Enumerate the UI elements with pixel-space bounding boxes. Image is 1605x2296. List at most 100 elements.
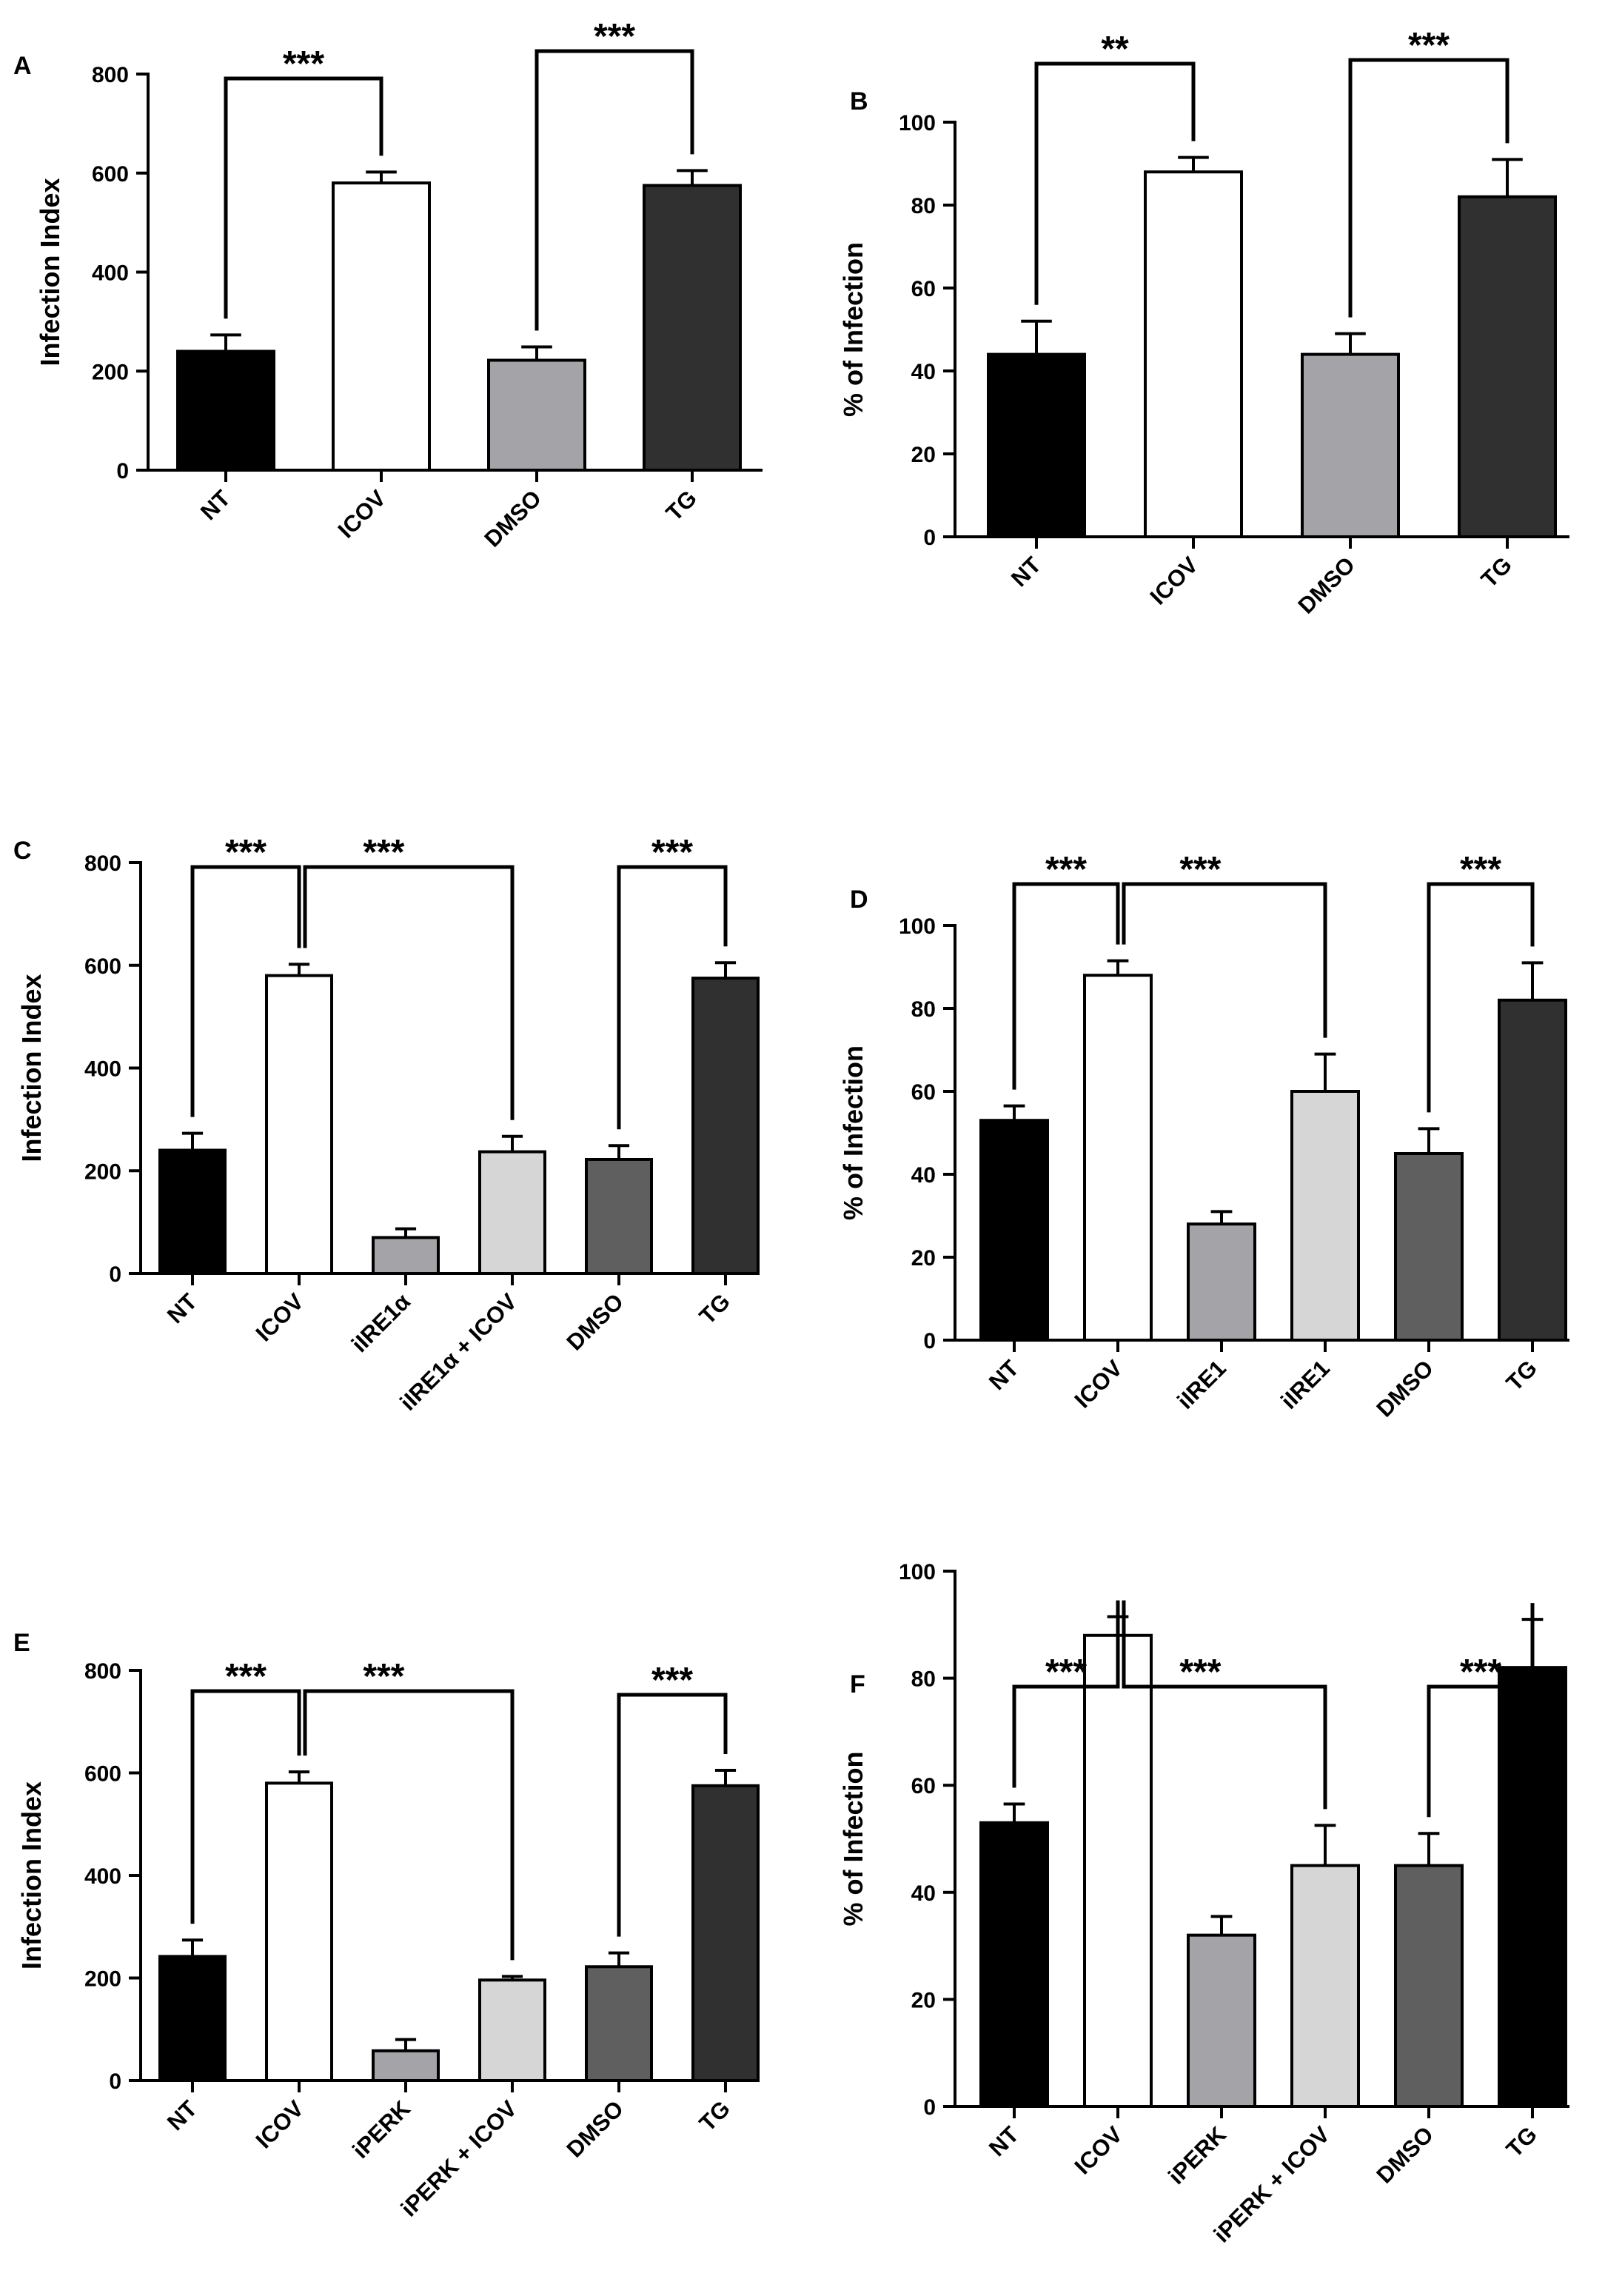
bar-iire1 <box>372 1236 440 1275</box>
y-tick-label: 600 <box>84 1762 121 1787</box>
y-tick-label: 20 <box>911 1988 936 2012</box>
bar-icov <box>1083 1633 1153 2108</box>
significance-label: *** <box>651 1661 693 1700</box>
x-category-label: NT <box>1006 552 1046 592</box>
significance-bracket <box>1427 1603 1535 1818</box>
y-tick-label: 0 <box>923 1329 936 1353</box>
chart-panel-b: B 0 20 40 60 80 100 % of Infection NT ICOV DMSO TG *… <box>838 26 1569 619</box>
bar-dmso <box>487 358 586 472</box>
bar-iperk-icov <box>1290 1864 1360 2108</box>
significance-label: *** <box>1408 26 1450 65</box>
x-category-label: DMSO <box>561 1288 629 1356</box>
y-axis-title: % of Infection <box>838 1045 868 1220</box>
significance-bracket <box>535 49 694 331</box>
chart-panel-a: A 0 200 400 600 800 Infection Index NT ICOV DMSO T… <box>13 17 763 552</box>
x-category-label: NT <box>984 1355 1024 1395</box>
bar-nt <box>176 349 275 472</box>
bar-tg <box>1498 1666 1567 2108</box>
x-category-label: iPERK <box>347 2095 415 2163</box>
x-category-label: ICOV <box>251 2095 309 2154</box>
y-tick-label: 0 <box>116 459 129 483</box>
significance-bracket <box>617 865 728 1130</box>
significance-bracket <box>1034 61 1196 305</box>
bar-iperk <box>1187 1933 1256 2108</box>
x-category-label: ICOV <box>251 1288 309 1347</box>
y-tick-label: 400 <box>84 1057 121 1082</box>
y-tick-label: 400 <box>92 261 129 286</box>
significance-bracket <box>1348 58 1509 318</box>
x-category-label: TG <box>1501 2121 1542 2162</box>
x-category-label: NT <box>162 1288 202 1328</box>
bar-dmso <box>1301 352 1400 538</box>
y-tick-label: 40 <box>911 1163 936 1188</box>
significance-label: *** <box>363 833 404 872</box>
y-tick-label: 200 <box>84 1159 121 1184</box>
bar-nt <box>979 1119 1049 1342</box>
bar-dmso <box>1394 1152 1464 1342</box>
significance-label: *** <box>1179 850 1221 889</box>
y-tick-label: 0 <box>109 1262 121 1287</box>
bar-tg <box>1498 998 1567 1342</box>
x-category-label: DMSO <box>1371 2121 1438 2189</box>
chart-panel-d: D 0 20 40 60 80 100 % of Infection NT ICOV iIRE1 iI… <box>838 850 1569 1422</box>
bar-tg <box>691 977 760 1275</box>
significance-label: *** <box>1045 850 1087 889</box>
significance-label: *** <box>1460 850 1501 889</box>
y-tick-label: 0 <box>923 2095 936 2120</box>
bar-dmso <box>585 1965 653 2082</box>
significance-bracket <box>617 1693 728 1937</box>
y-tick-label: 80 <box>911 194 936 218</box>
y-tick-label: 20 <box>911 1246 936 1271</box>
significance-label: ** <box>1101 30 1129 69</box>
significance-bracket <box>190 865 301 1117</box>
panel-letter: D <box>850 886 868 914</box>
y-tick-label: 800 <box>84 851 121 876</box>
y-tick-label: 80 <box>911 1667 936 1692</box>
y-tick-label: 600 <box>92 162 129 187</box>
bar-icov <box>1144 170 1243 538</box>
y-tick-label: 40 <box>911 360 936 384</box>
y-tick-label: 60 <box>911 1080 936 1105</box>
y-tick-label: 600 <box>84 954 121 979</box>
significance-label: *** <box>1045 1653 1087 1692</box>
bar-iire1 <box>1187 1222 1256 1342</box>
y-tick-label: 60 <box>911 277 936 301</box>
y-tick-label: 20 <box>911 443 936 467</box>
significance-bracket <box>1427 882 1535 1113</box>
significance-bracket <box>190 1689 301 1924</box>
y-tick-label: 800 <box>92 63 129 87</box>
y-tick-label: 800 <box>84 1659 121 1684</box>
bar-tg <box>1458 195 1557 538</box>
panel-letter: B <box>850 87 868 116</box>
x-category-label: iIRE1α <box>346 1288 415 1357</box>
x-category-label: NT <box>984 2121 1024 2161</box>
y-tick-label: 100 <box>899 914 936 939</box>
y-tick-label: 0 <box>923 526 936 550</box>
bar-iperk-icov <box>478 1978 546 2083</box>
x-category-label: TG <box>661 485 702 526</box>
bar-iire1 <box>1290 1090 1360 1342</box>
x-category-label: ICOV <box>1070 1355 1128 1413</box>
bar-dmso <box>585 1157 653 1276</box>
x-category-label: DMSO <box>479 485 546 552</box>
panel-letter: C <box>13 837 32 865</box>
x-category-label: DMSO <box>561 2095 629 2163</box>
y-tick-label: 60 <box>911 1774 936 1798</box>
y-tick-label: 100 <box>899 1560 936 1584</box>
y-tick-label: 200 <box>84 1967 121 1992</box>
x-category-label: iIRE1 <box>1172 1355 1231 1414</box>
bar-tg <box>643 184 742 472</box>
significance-bracket <box>224 76 383 319</box>
significance-label: *** <box>363 1657 404 1696</box>
x-category-label: TG <box>694 2095 735 2136</box>
bar-icov <box>265 1781 333 2083</box>
significance-label: *** <box>225 833 267 872</box>
bar-icov <box>332 181 431 472</box>
x-category-label: ICOV <box>1070 2121 1128 2180</box>
y-tick-label: 200 <box>92 360 129 384</box>
x-category-label: ICOV <box>1145 552 1204 610</box>
significance-label: *** <box>594 17 635 56</box>
bar-nt <box>987 352 1086 538</box>
